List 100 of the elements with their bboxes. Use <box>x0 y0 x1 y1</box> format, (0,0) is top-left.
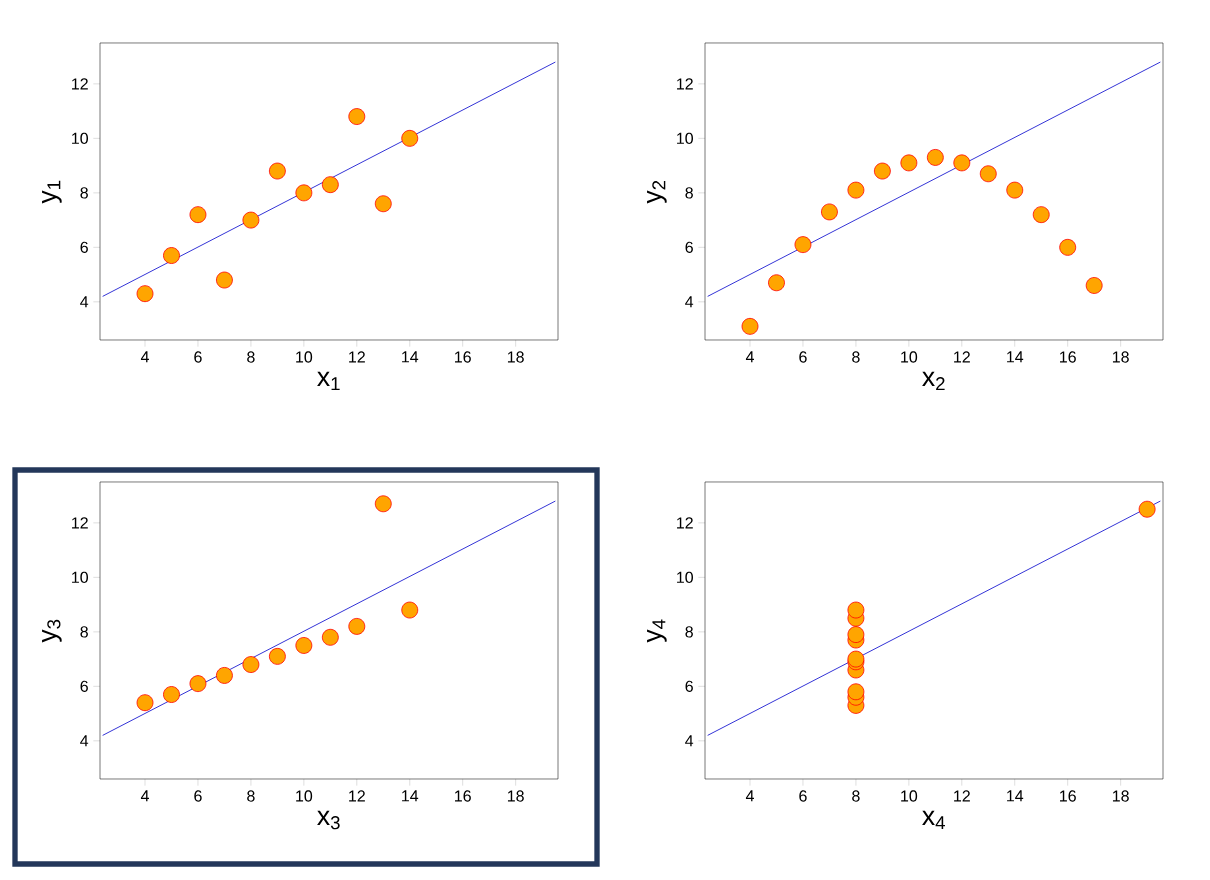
x-axis-title: x$_{1}$ <box>317 371 340 391</box>
point <box>295 637 313 654</box>
point <box>321 176 339 194</box>
x-tick-label: 16 <box>455 351 471 363</box>
y-tick-label: 6 <box>80 241 88 253</box>
point <box>847 683 865 701</box>
point <box>741 317 759 335</box>
y-tick-label: 12 <box>72 517 88 529</box>
y-tick-label: 4 <box>80 296 89 308</box>
point <box>136 694 154 712</box>
point <box>768 274 785 292</box>
x-tick-label: 14 <box>402 351 419 363</box>
y-tick-label: 8 <box>80 187 88 199</box>
x-tick-label: 16 <box>1060 790 1076 802</box>
point <box>189 675 207 693</box>
x-tick-label: 16 <box>1060 351 1076 363</box>
x-tick-label: 10 <box>901 790 918 802</box>
x-tick-label: 4 <box>745 790 754 802</box>
point <box>216 271 233 289</box>
x-axis-title: x$_{4}$ <box>922 810 945 830</box>
y-tick-label: 4 <box>80 735 89 747</box>
point <box>1138 500 1156 518</box>
x-tick-label: 8 <box>852 790 860 802</box>
point <box>216 667 233 684</box>
y-tick-label: 12 <box>72 78 88 90</box>
point <box>926 149 944 166</box>
point <box>374 195 392 213</box>
x-tick-label: 8 <box>852 351 860 363</box>
y-tick-label: 6 <box>80 680 88 692</box>
point <box>401 601 419 619</box>
y-tick-label: 8 <box>685 626 693 638</box>
x-tick-label: 18 <box>1112 351 1129 363</box>
y-tick-label: 8 <box>685 187 693 199</box>
point <box>374 495 392 513</box>
y-axis-title: y$_{3}$ <box>42 619 62 643</box>
x-tick-label: 12 <box>349 790 365 802</box>
point <box>268 647 286 665</box>
y-axis-title: y$_{4}$ <box>647 619 667 643</box>
point <box>847 601 865 619</box>
x-tick-label: 4 <box>745 351 754 363</box>
x-tick-label: 10 <box>296 790 313 802</box>
point <box>321 628 339 646</box>
x-tick-label: 12 <box>954 351 970 363</box>
y-axis-title: y$_{1}$ <box>42 180 62 204</box>
point <box>1059 238 1077 256</box>
x-tick-label: 12 <box>954 790 970 802</box>
x-tick-label: 6 <box>194 790 202 802</box>
y-tick-label: 10 <box>72 132 89 145</box>
x-axis-title: x$_{3}$ <box>317 810 340 830</box>
x-tick-label: 6 <box>799 351 807 363</box>
point <box>242 211 260 229</box>
point <box>401 129 419 147</box>
y-tick-label: 4 <box>685 296 694 308</box>
point <box>348 618 366 635</box>
point <box>979 165 997 183</box>
x-tick-label: 18 <box>507 351 524 363</box>
y-tick-label: 10 <box>72 571 89 584</box>
x-tick-label: 6 <box>799 790 807 802</box>
point <box>1006 181 1024 199</box>
y-tick-label: 6 <box>685 241 693 253</box>
point <box>136 285 154 303</box>
x-axis-title: x$_{2}$ <box>922 371 945 391</box>
x-tick-label: 6 <box>194 351 202 363</box>
x-tick-label: 16 <box>455 790 471 802</box>
y-tick-label: 8 <box>80 626 88 638</box>
point <box>295 184 313 202</box>
y-axis-title: y$_{2}$ <box>647 180 667 204</box>
y-tick-label: 12 <box>677 78 693 90</box>
x-tick-label: 18 <box>507 790 524 802</box>
point <box>900 154 918 172</box>
point <box>268 162 286 180</box>
point <box>847 181 865 199</box>
y-tick-label: 12 <box>677 517 693 529</box>
point <box>847 626 865 643</box>
y-tick-label: 10 <box>677 132 694 145</box>
point <box>821 203 838 221</box>
x-tick-label: 10 <box>296 351 313 363</box>
x-tick-label: 14 <box>1007 351 1024 363</box>
point <box>348 108 366 125</box>
point <box>873 162 891 180</box>
point <box>1032 206 1050 224</box>
x-tick-label: 8 <box>247 351 255 363</box>
x-tick-label: 14 <box>1007 790 1024 802</box>
point <box>163 247 180 264</box>
x-tick-label: 8 <box>247 790 255 802</box>
x-tick-label: 14 <box>402 790 419 802</box>
point <box>794 236 812 254</box>
y-tick-label: 10 <box>677 571 694 584</box>
point <box>189 206 207 224</box>
x-tick-label: 4 <box>140 351 149 363</box>
y-tick-label: 4 <box>685 735 694 747</box>
point <box>163 686 180 703</box>
point <box>1085 277 1103 294</box>
x-tick-label: 10 <box>901 351 918 363</box>
point <box>242 656 260 673</box>
point <box>953 154 971 172</box>
x-tick-label: 12 <box>349 351 365 363</box>
x-tick-label: 18 <box>1112 790 1129 802</box>
x-tick-label: 4 <box>140 790 149 802</box>
y-tick-label: 6 <box>685 680 693 692</box>
